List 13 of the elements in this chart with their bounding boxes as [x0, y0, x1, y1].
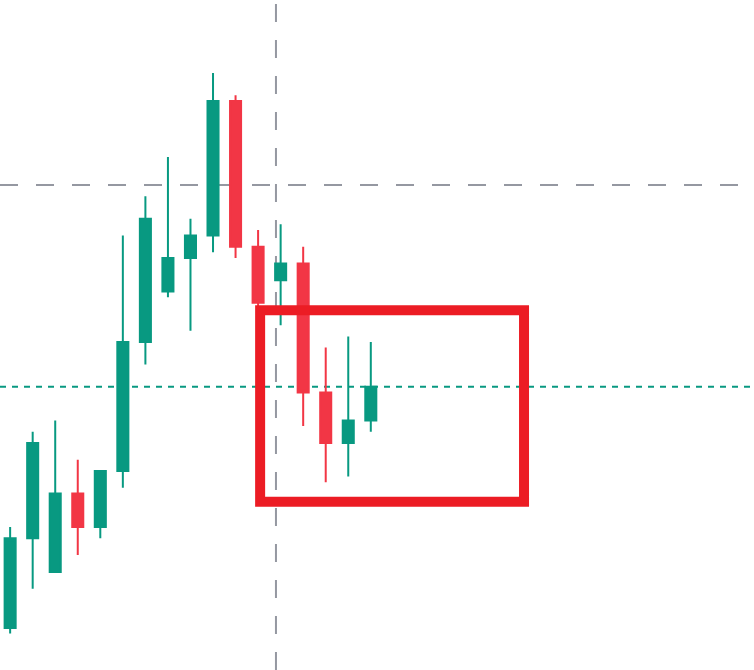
candlestick	[161, 155, 175, 299]
candlestick	[296, 245, 310, 428]
candlestick	[93, 469, 107, 540]
candlestick	[26, 430, 40, 590]
candlestick	[319, 346, 333, 484]
candlestick	[48, 419, 62, 573]
candlestick	[138, 195, 152, 366]
candlestick	[183, 217, 197, 332]
candlestick	[274, 223, 288, 327]
candlestick	[3, 526, 17, 635]
candlestick	[71, 458, 85, 557]
candlestick	[229, 94, 243, 259]
candlestick	[206, 71, 220, 254]
